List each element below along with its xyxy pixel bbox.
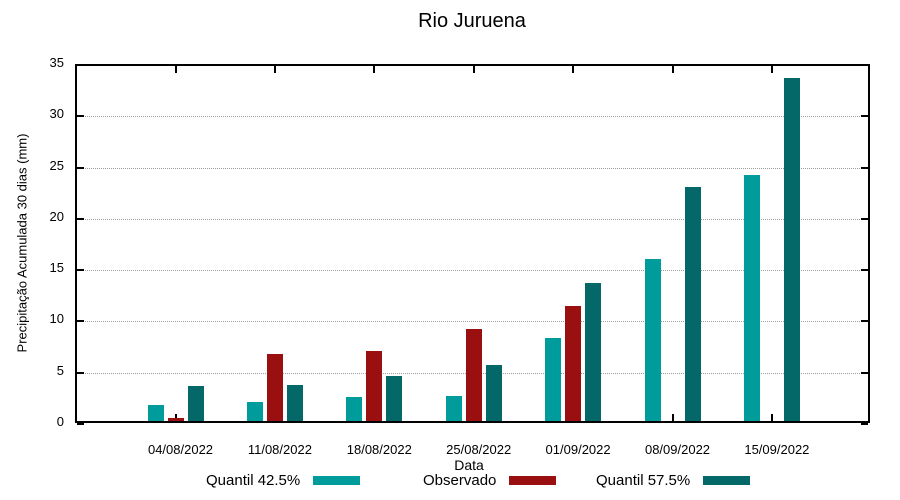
- x-axis-tick: [273, 66, 276, 73]
- legend-entry: Observado: [423, 471, 557, 489]
- bar: [366, 350, 383, 421]
- bar: [585, 282, 602, 421]
- y-axis-tick: [77, 115, 84, 118]
- legend: Quantil 42.5% Observado Quantil 57.5%: [0, 471, 900, 491]
- y-tick-label: 0: [56, 414, 64, 429]
- legend-swatch: [703, 475, 751, 485]
- legend-swatch: [313, 475, 361, 485]
- y-axis-tick: [861, 217, 868, 220]
- bar: [167, 418, 184, 421]
- y-axis-tick: [77, 64, 84, 66]
- bar: [465, 328, 482, 421]
- y-tick-label: 20: [49, 208, 64, 224]
- bar: [565, 306, 582, 421]
- bar: [286, 385, 303, 421]
- bar: [783, 78, 800, 421]
- y-axis-tick: [861, 166, 868, 169]
- x-axis-tick: [572, 66, 575, 73]
- bar: [246, 402, 263, 421]
- legend-label: Quantil 57.5%: [596, 471, 691, 489]
- gridline: [77, 270, 868, 272]
- bar: [445, 396, 462, 421]
- x-tick-label: 25/08/2022: [446, 442, 512, 457]
- bar: [386, 375, 403, 421]
- x-axis-tick: [174, 414, 177, 421]
- x-tick-label: 01/09/2022: [545, 442, 611, 457]
- y-tick-label: 15: [49, 260, 64, 276]
- bar: [147, 405, 164, 421]
- y-axis-tick: [77, 269, 84, 272]
- legend-entry: Quantil 42.5%: [206, 471, 361, 489]
- bar: [346, 397, 363, 421]
- x-tick-label: 15/09/2022: [744, 442, 810, 457]
- y-tick-label: 5: [56, 362, 64, 378]
- bar: [644, 258, 661, 421]
- y-axis-tick: [861, 371, 868, 374]
- legend-label: Quantil 42.5%: [206, 471, 301, 489]
- bar: [545, 337, 562, 421]
- gridline: [77, 116, 868, 118]
- x-axis-tick: [671, 66, 674, 73]
- y-axis-tick: [861, 423, 868, 425]
- chart-title: Rio Juruena: [418, 10, 526, 32]
- bar: [485, 364, 502, 421]
- y-axis-tick: [861, 269, 868, 272]
- y-tick-label: 25: [49, 157, 64, 173]
- y-axis-tick: [77, 423, 84, 425]
- bar: [743, 174, 760, 421]
- x-axis-tick: [174, 66, 177, 73]
- y-axis-tick: [77, 320, 84, 323]
- x-tick-label: 11/08/2022: [247, 442, 312, 457]
- bar: [187, 385, 204, 421]
- plot-area: [75, 64, 870, 425]
- y-axis-tick: [861, 115, 868, 118]
- y-axis-tick: [861, 320, 868, 323]
- x-tick-label: 18/08/2022: [346, 442, 412, 457]
- legend-swatch: [509, 475, 557, 485]
- legend-label: Observado: [423, 471, 497, 489]
- x-axis-tick: [472, 66, 475, 73]
- x-axis-tick: [671, 414, 674, 421]
- gridline: [77, 167, 868, 169]
- y-axis-tick: [861, 64, 868, 66]
- x-tick-label: 08/09/2022: [644, 442, 711, 457]
- x-axis-title: Data: [454, 457, 484, 473]
- y-axis-tick: [77, 217, 84, 220]
- gridline: [77, 218, 868, 220]
- x-axis-tick: [770, 66, 773, 73]
- y-tick-label: 30: [49, 106, 64, 122]
- legend-entry: Quantil 57.5%: [596, 471, 751, 489]
- bar: [684, 187, 701, 421]
- x-axis-tick: [373, 66, 376, 73]
- gridline: [77, 321, 868, 323]
- y-tick-label: 35: [49, 55, 64, 70]
- y-axis-tick: [77, 166, 84, 169]
- y-tick-label: 10: [49, 311, 64, 327]
- x-axis-tick: [770, 414, 773, 421]
- y-axis-tick: [77, 371, 84, 374]
- x-tick-label: 04/08/2022: [147, 442, 214, 457]
- bar: [266, 353, 283, 421]
